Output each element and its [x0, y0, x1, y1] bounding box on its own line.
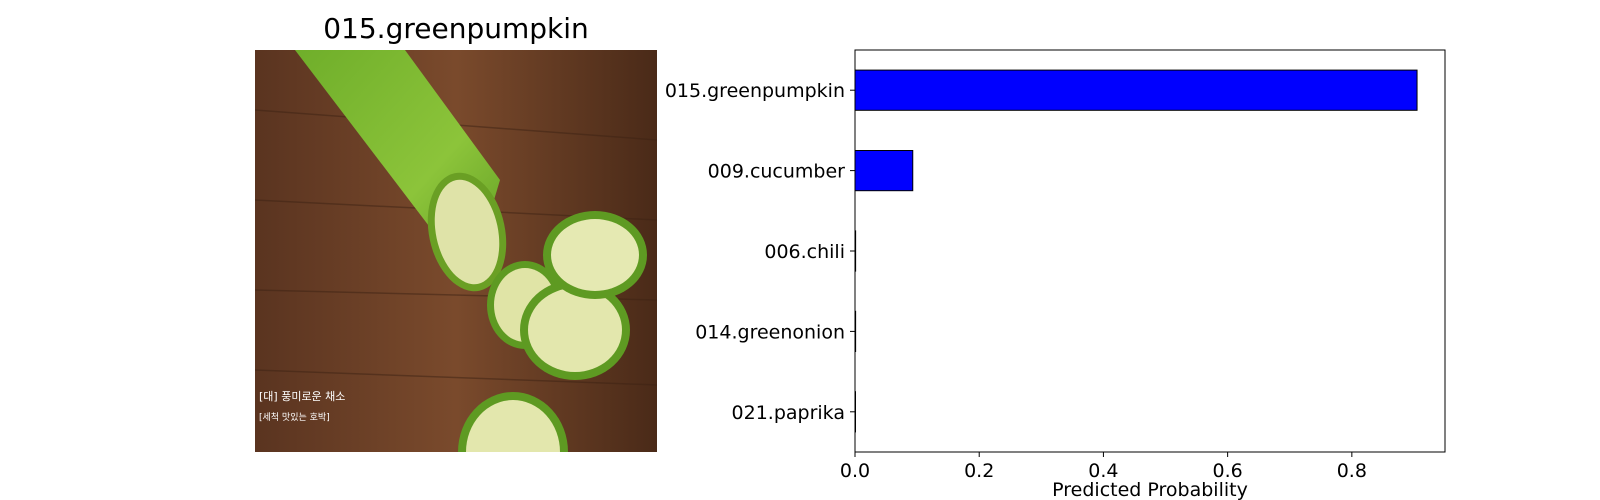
bar-006.chili — [854, 230, 857, 272]
bar-015.greenpumpkin — [854, 69, 1418, 111]
y-tick-label: 014.greenonion — [695, 321, 845, 343]
y-tick-label: 015.greenpumpkin — [665, 80, 845, 102]
x-tick-label: 0.4 — [1088, 460, 1118, 482]
y-tick-label: 009.cucumber — [708, 161, 846, 183]
bar-021.paprika — [854, 391, 856, 433]
y-tick-label: 021.paprika — [732, 402, 845, 424]
x-tick-label: 0.8 — [1337, 460, 1367, 482]
y-tick-label: 006.chili — [764, 241, 845, 263]
bar-009.cucumber — [854, 150, 914, 192]
x-tick-label: 0.2 — [964, 460, 994, 482]
photo-overlay-text-1: [대] 풍미로운 채소 — [259, 390, 345, 403]
pumpkin-slices — [458, 211, 647, 452]
bar-014.greenonion — [854, 310, 857, 352]
photo-illustration: [대] 풍미로운 채소 [세척 맛있는 호박] — [255, 50, 657, 452]
x-axis-label: Predicted Probability — [1052, 479, 1248, 500]
x-tick-label: 0.0 — [840, 460, 870, 482]
vegetable-photo: [대] 풍미로운 채소 [세척 맛있는 호박] — [255, 50, 657, 452]
x-tick-label: 0.6 — [1213, 460, 1243, 482]
image-title: 015.greenpumpkin — [323, 12, 589, 45]
pumpkin-body — [295, 50, 507, 292]
photo-overlay-text-2: [세척 맛있는 호박] — [259, 411, 330, 423]
